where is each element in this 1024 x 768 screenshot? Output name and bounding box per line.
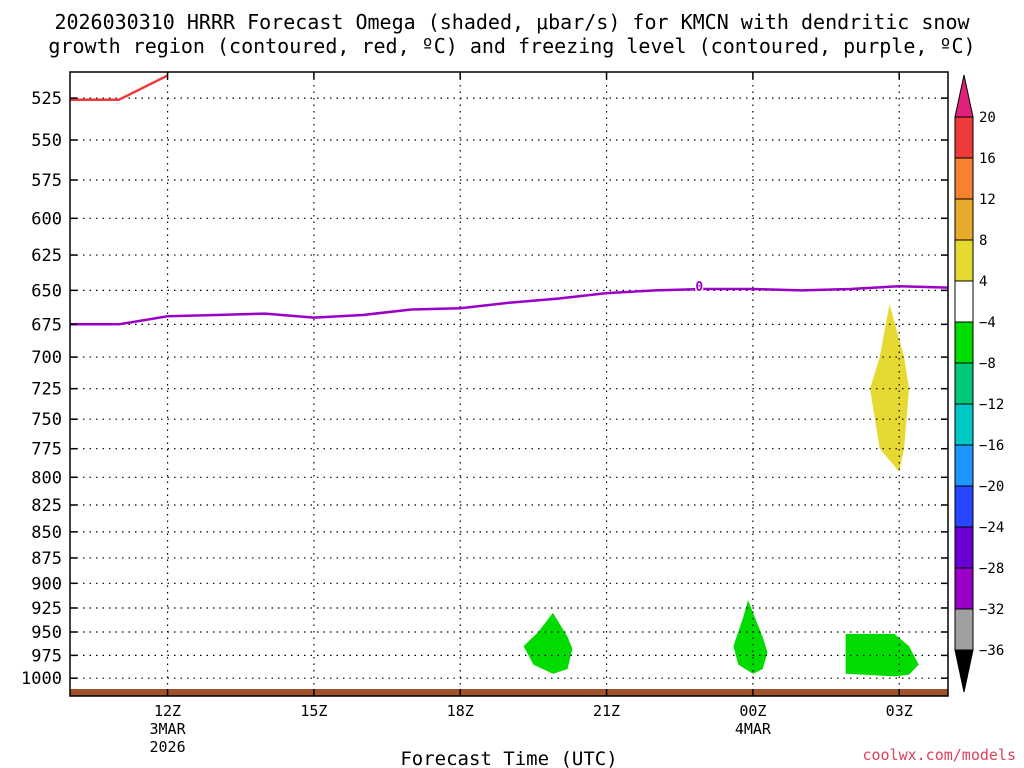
omega-region-4: [845, 633, 919, 677]
colorbar-top-arrow: [954, 74, 974, 118]
x-tick-label-18-0: 18Z: [447, 702, 474, 720]
colorbar-segment-3: [954, 198, 974, 241]
y-tick-label-675: 675: [31, 315, 62, 335]
colorbar-segment-7: [954, 362, 974, 405]
contour-lines: 0: [70, 74, 949, 326]
colorbar-label-9: −16: [979, 438, 1004, 454]
y-tick-label-975: 975: [31, 646, 62, 666]
colorbar-segment-9: [954, 444, 974, 487]
chart-title-line-2: growth region (contoured, red, ºC) and f…: [48, 34, 975, 58]
colorbar-label-6: −4: [979, 315, 996, 331]
omega-region-2: [523, 612, 573, 674]
y-tick-label-725: 725: [31, 380, 62, 400]
colorbar-segment-6: [954, 321, 974, 364]
y-tick-label-750: 750: [31, 410, 62, 430]
x-tick-label-15-0: 15Z: [300, 702, 327, 720]
colorbar-label-10: −20: [979, 479, 1004, 495]
y-tick-label-650: 650: [31, 281, 62, 301]
freezing-label-bg: [695, 279, 704, 294]
colorbar-label-12: −28: [979, 561, 1004, 577]
x-tick-label-24-1: 4MAR: [735, 720, 772, 738]
colorbar: 20 16 12 8 4 −4 −8 −12 −16 −20 −24 −28 −32 −36: [954, 74, 1004, 693]
y-tick-label-800: 800: [31, 468, 62, 488]
colorbar-segment-1: [954, 116, 974, 159]
colorbar-segment-12: [954, 567, 974, 610]
colorbar-segment-2: [954, 157, 974, 200]
axes: 525 550 575 600 625 650 675 700 725 750 775 800 825 8…: [21, 71, 949, 756]
x-tick-label-27-0: 03Z: [886, 702, 913, 720]
y-tick-label-850: 850: [31, 523, 62, 543]
y-tick-label-625: 625: [31, 246, 62, 266]
x-tick-label-21-0: 21Z: [593, 702, 620, 720]
omega-region-3: [733, 600, 768, 674]
omega-shading: [523, 304, 919, 677]
colorbar-label-14: −36: [979, 643, 1004, 659]
x-tick-label-12-0: 12Z: [154, 702, 181, 720]
freezing-level-line: [70, 284, 949, 326]
y-tick-label-550: 550: [31, 131, 62, 151]
colorbar-label-11: −24: [979, 520, 1004, 536]
colorbar-label-13: −32: [979, 602, 1004, 618]
y-tick-label-575: 575: [31, 171, 62, 191]
y-tick-label-900: 900: [31, 574, 62, 594]
y-tick-label-600: 600: [31, 209, 62, 229]
plot-frame: [69, 71, 949, 697]
y-tick-label-775: 775: [31, 440, 62, 460]
colorbar-label-4: 8: [979, 233, 987, 249]
colorbar-segment-10: [954, 485, 974, 528]
omega-region-1: [870, 304, 909, 472]
colorbar-label-7: −8: [979, 356, 996, 372]
x-tick-label-12-2: 2026: [149, 738, 185, 756]
chart-title-line-1: 2026030310 HRRR Forecast Omega (shaded, …: [54, 10, 970, 34]
y-tick-label-1000: 1000: [21, 669, 62, 689]
y-tick-label-875: 875: [31, 549, 62, 569]
colorbar-segment-13: [954, 608, 974, 651]
y-tick-label-825: 825: [31, 496, 62, 516]
y-tick-label-700: 700: [31, 348, 62, 368]
surface-band: [70, 689, 948, 696]
y-tick-label-525: 525: [31, 89, 62, 109]
colorbar-label-3: 12: [979, 192, 996, 208]
colorbar-label-8: −12: [979, 397, 1004, 413]
grid-lines: [70, 72, 948, 696]
y-tick-label-925: 925: [31, 599, 62, 619]
x-axis-title: Forecast Time (UTC): [400, 748, 617, 768]
colorbar-segment-8: [954, 403, 974, 446]
x-tick-label-12-1: 3MAR: [149, 720, 186, 738]
colorbar-label-1: 20: [979, 110, 996, 126]
colorbar-segment-5: [954, 280, 974, 323]
freezing-level-label: 0: [695, 280, 703, 295]
colorbar-segment-11: [954, 526, 974, 569]
colorbar-label-2: 16: [979, 151, 996, 167]
y-tick-label-950: 950: [31, 623, 62, 643]
colorbar-segment-4: [954, 239, 974, 282]
x-tick-label-24-0: 00Z: [739, 702, 766, 720]
dgz-contour-line: [70, 74, 169, 102]
watermark: coolwx.com/models: [862, 746, 1016, 764]
colorbar-bottom-arrow: [954, 649, 974, 693]
colorbar-label-5: 4: [979, 274, 987, 290]
